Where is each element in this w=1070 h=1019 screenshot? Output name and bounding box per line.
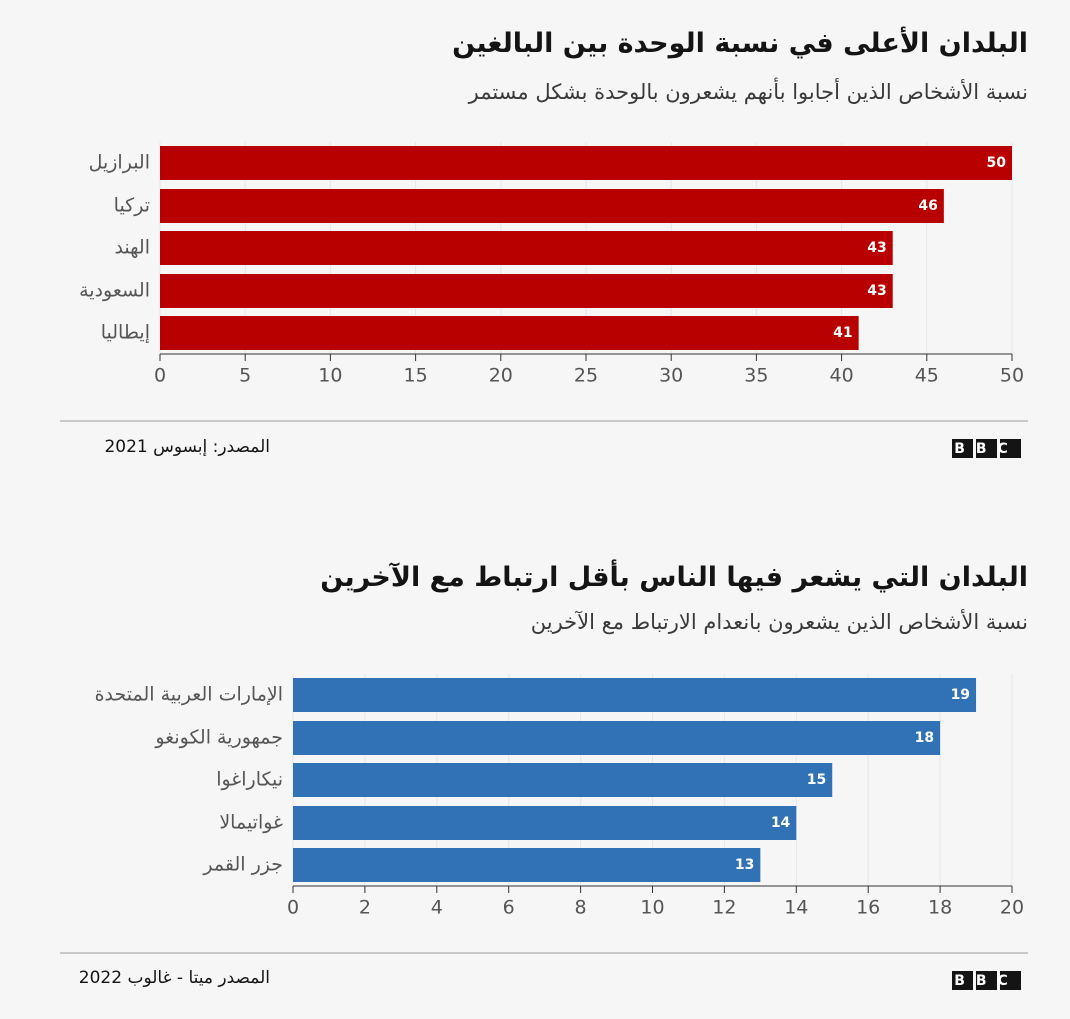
bar — [160, 316, 859, 350]
x-tick-label: 10 — [318, 365, 342, 387]
x-tick-label: 20 — [489, 365, 513, 387]
logo-box — [976, 971, 997, 990]
bar — [160, 146, 1012, 180]
value-label: 13 — [735, 857, 754, 873]
x-tick-label: 8 — [575, 897, 587, 919]
logo-text: BBC — [954, 973, 1019, 989]
x-tick-label: 14 — [784, 897, 808, 919]
bar — [293, 806, 797, 840]
logo-box — [952, 439, 973, 458]
x-tick-label: 16 — [856, 897, 880, 919]
chart-title: البلدان التي يشعر فيها الناس بأقل ارتباط… — [320, 562, 1028, 593]
x-tick-label: 50 — [1000, 365, 1024, 387]
logo: BBC — [952, 971, 1021, 990]
value-label: 43 — [867, 240, 886, 256]
value-label: 19 — [951, 687, 970, 703]
x-tick-label: 10 — [640, 897, 664, 919]
x-tick-label: 30 — [659, 365, 683, 387]
x-tick-label: 6 — [503, 897, 515, 919]
category-label: الإمارات العربية المتحدة — [95, 684, 283, 706]
logo-box — [1000, 439, 1021, 458]
value-label: 18 — [915, 730, 934, 746]
value-label: 41 — [833, 325, 852, 341]
value-label: 50 — [987, 155, 1007, 171]
x-tick-label: 0 — [287, 897, 299, 919]
bar — [293, 763, 833, 797]
logo-box — [952, 971, 973, 990]
logo-box — [976, 439, 997, 458]
x-tick-label: 25 — [574, 365, 598, 387]
value-label: 43 — [867, 283, 886, 299]
source: المصدر ميتا - غالوب 2022 — [78, 968, 270, 988]
bar — [160, 231, 893, 265]
x-tick-label: 12 — [712, 897, 736, 919]
x-tick-label: 4 — [431, 897, 443, 919]
value-label: 46 — [918, 198, 937, 214]
bar — [293, 848, 761, 882]
category-label: جزر القمر — [202, 854, 283, 876]
chart-subtitle: نسبة الأشخاص الذين أجابوا بأنهم يشعرون ب… — [468, 80, 1028, 104]
category-label: البرازيل — [89, 152, 150, 174]
category-label: الهند — [114, 237, 150, 259]
logo-box — [1000, 971, 1021, 990]
logo: BBC — [952, 439, 1021, 458]
logo-text: BBC — [954, 441, 1019, 457]
chart-subtitle: نسبة الأشخاص الذين يشعرون بانعدام الارتب… — [530, 610, 1028, 634]
category-label: نيكاراغوا — [216, 769, 283, 791]
bar — [160, 189, 944, 223]
x-tick-label: 45 — [915, 365, 939, 387]
x-tick-label: 5 — [239, 365, 251, 387]
x-tick-label: 40 — [830, 365, 854, 387]
category-label: إيطاليا — [101, 322, 150, 345]
source: المصدر: إبسوس 2021 — [104, 437, 270, 457]
x-tick-label: 2 — [359, 897, 371, 919]
x-tick-label: 15 — [404, 365, 428, 387]
category-label: السعودية — [79, 280, 150, 302]
x-tick-label: 35 — [744, 365, 768, 387]
x-tick-label: 18 — [928, 897, 952, 919]
bar — [293, 678, 977, 712]
chart-title: البلدان الأعلى في نسبة الوحدة بين البالغ… — [452, 28, 1028, 59]
value-label: 14 — [771, 815, 791, 831]
value-label: 15 — [807, 772, 826, 788]
category-label: جمهورية الكونغو — [154, 727, 283, 749]
category-label: تركيا — [114, 195, 150, 217]
x-tick-label: 20 — [1000, 897, 1024, 919]
bar — [293, 721, 941, 755]
bar — [160, 274, 893, 308]
category-label: غواتيمالا — [219, 812, 283, 834]
x-tick-label: 0 — [154, 365, 166, 387]
